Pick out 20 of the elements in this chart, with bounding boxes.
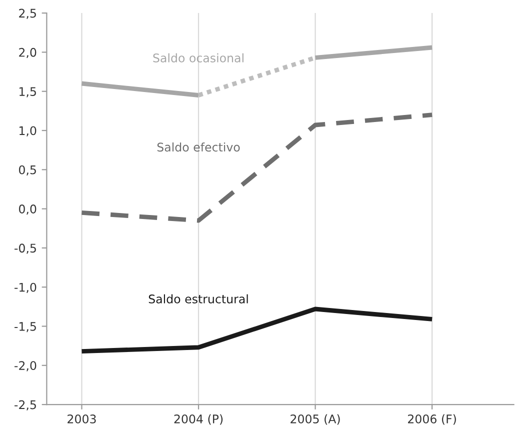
y-tick-label: -2,0	[14, 361, 36, 372]
y-tick-label: 0,0	[18, 204, 36, 215]
y-tick-label: 1,0	[20, 126, 36, 136]
y-tick-label: 0,5	[18, 165, 36, 176]
y-tick-label: -1,0	[14, 282, 36, 293]
text: Saldo efectivo	[157, 142, 240, 152]
x-tick-label: 2006 (F)	[408, 414, 456, 425]
y-tick-label: -2,5	[14, 400, 36, 410]
line-series	[80, 306, 434, 354]
line-series	[80, 112, 434, 223]
x-tick-label: 2003	[68, 414, 96, 424]
text: Saldo estructural	[148, 294, 248, 304]
x-tick-label: 2004 (P)	[174, 414, 223, 425]
text: Saldo ocasional	[153, 53, 244, 62]
y-tick-label: 1,5	[20, 87, 36, 98]
y-tick-label: -0,5	[14, 244, 36, 254]
y-tick-label: -1,5	[14, 322, 36, 332]
x-tick-label: 2005 (A)	[290, 414, 340, 425]
y-tick-label: 2,0	[19, 48, 36, 58]
y-tick-label: 2,5	[19, 8, 36, 19]
